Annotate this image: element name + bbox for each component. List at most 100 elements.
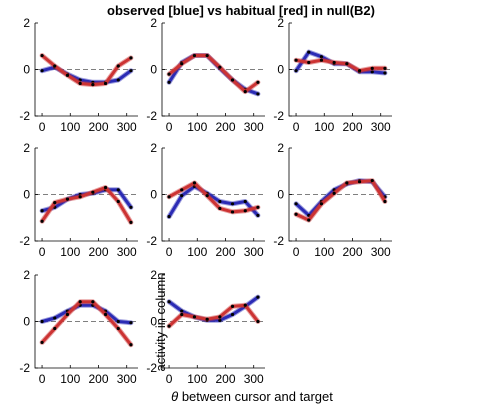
x-tick-label: 200 xyxy=(342,120,362,134)
x-tick-label: 200 xyxy=(215,120,235,134)
habitual-data-point xyxy=(205,317,209,321)
x-tick-label: 300 xyxy=(244,372,264,386)
habitual-series-line xyxy=(294,179,387,222)
habitual-data-point xyxy=(243,89,247,94)
x-axis-label-text: between cursor and target xyxy=(178,389,333,404)
x-tick-label: 100 xyxy=(60,372,80,386)
habitual-data-point xyxy=(91,190,95,194)
habitual-data-point xyxy=(192,315,197,319)
habitual-data-point xyxy=(345,181,349,185)
observed-data-point xyxy=(180,194,184,198)
observed-data-point xyxy=(230,312,235,317)
habitual-series-line xyxy=(40,186,133,224)
habitual-data-point xyxy=(307,218,311,222)
habitual-data-point xyxy=(230,210,235,214)
habitual-data-point xyxy=(256,319,260,324)
habitual-data-point xyxy=(294,212,298,216)
habitual-data-point xyxy=(243,303,247,307)
x-tick-label: 100 xyxy=(60,245,80,259)
habitual-series-line xyxy=(167,181,260,214)
observed-data-point xyxy=(294,69,298,73)
habitual-data-point xyxy=(180,188,184,192)
observed-data-point xyxy=(40,69,44,73)
habitual-data-point xyxy=(383,199,387,204)
x-tick-label: 0 xyxy=(293,120,300,134)
subplot-3: -2 0 2 0 100 200 300 xyxy=(273,16,392,134)
x-tick-label: 200 xyxy=(88,120,108,134)
habitual-data-point xyxy=(256,80,260,84)
observed-data-point xyxy=(218,318,222,322)
y-tick-label: -2 xyxy=(19,234,30,248)
x-tick-label: 0 xyxy=(39,245,46,259)
habitual-data-point xyxy=(53,201,57,205)
x-tick-label: 0 xyxy=(166,120,173,134)
x-tick-label: 0 xyxy=(166,372,173,386)
x-tick-label: 100 xyxy=(187,120,207,134)
x-tick-label: 0 xyxy=(166,245,173,259)
x-tick-label: 200 xyxy=(88,245,108,259)
observed-data-point xyxy=(78,78,82,82)
habitual-data-point xyxy=(116,199,120,204)
habitual-data-point xyxy=(53,326,57,331)
y-tick-label: 2 xyxy=(150,141,157,155)
observed-data-point xyxy=(129,321,133,325)
x-tick-label: 100 xyxy=(60,120,80,134)
x-tick-label: 300 xyxy=(117,372,137,386)
habitual-data-point xyxy=(78,300,82,304)
habitual-data-point xyxy=(332,60,336,65)
habitual-data-point xyxy=(205,53,209,58)
y-tick-label: 0 xyxy=(277,188,284,202)
habitual-data-point xyxy=(78,195,82,199)
habitual-data-point xyxy=(103,312,108,317)
observed-data-point xyxy=(129,69,133,73)
habitual-data-point xyxy=(78,81,82,86)
y-tick-label: 2 xyxy=(150,268,157,282)
observed-data-point xyxy=(40,209,44,213)
habitual-series-line xyxy=(167,54,260,94)
observed-data-point xyxy=(256,213,260,218)
observed-data-point xyxy=(167,214,171,219)
x-tick-label: 100 xyxy=(314,245,334,259)
habitual-data-point xyxy=(192,181,197,185)
subplot-5: -2 0 2 0 100 200 300 xyxy=(146,141,265,259)
observed-data-point xyxy=(230,202,235,206)
observed-data-point xyxy=(167,300,171,304)
x-tick-label: 300 xyxy=(117,245,137,259)
x-tick-label: 0 xyxy=(293,245,300,259)
habitual-data-point xyxy=(40,53,44,58)
y-tick-label: 0 xyxy=(150,315,157,329)
x-tick-label: 200 xyxy=(215,372,235,386)
habitual-data-point xyxy=(65,73,70,77)
habitual-data-point xyxy=(91,83,95,87)
y-tick-label: -2 xyxy=(146,361,157,375)
habitual-data-point xyxy=(180,62,184,66)
y-tick-label: 0 xyxy=(23,315,30,329)
x-tick-label: 300 xyxy=(117,120,137,134)
x-tick-label: 0 xyxy=(39,372,46,386)
y-tick-label: 0 xyxy=(23,63,30,77)
subplot-1: -2 0 2 0 100 200 300 xyxy=(19,16,138,134)
habitual-data-point xyxy=(383,66,387,70)
habitual-data-point xyxy=(65,197,70,201)
y-tick-label: -2 xyxy=(19,361,30,375)
observed-data-point xyxy=(116,188,120,192)
observed-data-point xyxy=(129,205,133,209)
observed-data-point xyxy=(256,295,260,299)
observed-data-point xyxy=(383,71,387,75)
y-tick-label: 2 xyxy=(150,16,157,30)
observed-data-point xyxy=(307,50,311,54)
observed-data-point xyxy=(332,188,336,192)
habitual-data-point xyxy=(103,185,108,190)
habitual-data-point xyxy=(205,194,209,198)
habitual-data-point xyxy=(256,205,260,209)
habitual-data-point xyxy=(167,324,171,328)
y-tick-label: 2 xyxy=(23,16,30,30)
observed-data-point xyxy=(218,199,222,204)
habitual-data-point xyxy=(103,81,108,86)
subplot-6: -2 0 2 0 100 200 300 xyxy=(273,141,392,259)
observed-series-line xyxy=(167,295,260,322)
x-tick-label: 300 xyxy=(371,120,391,134)
y-tick-label: -2 xyxy=(273,234,284,248)
habitual-data-point xyxy=(192,53,197,58)
